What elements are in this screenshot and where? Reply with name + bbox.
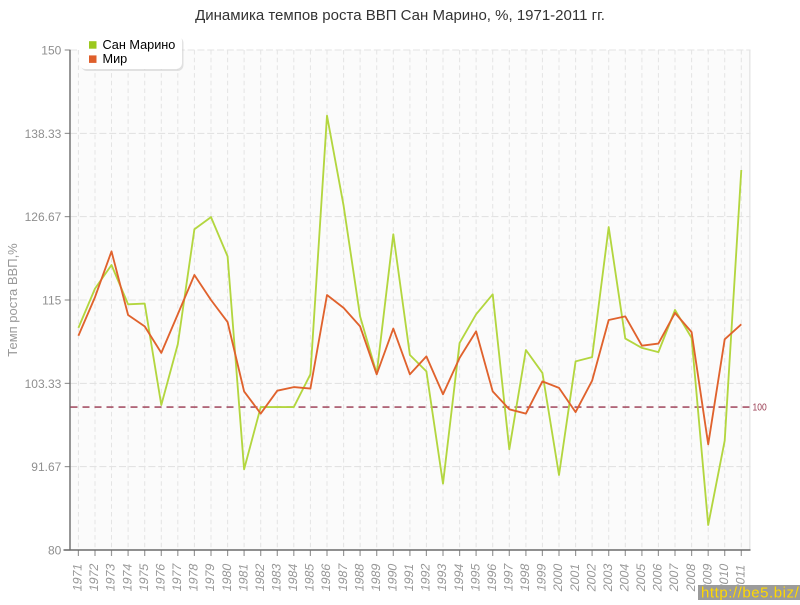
svg-text:1973: 1973: [104, 562, 118, 593]
svg-text:1994: 1994: [452, 562, 466, 593]
svg-text:2004: 2004: [618, 562, 632, 593]
svg-text:2002: 2002: [584, 562, 598, 593]
svg-text:100: 100: [753, 402, 767, 413]
svg-text:91.67: 91.67: [31, 460, 61, 474]
svg-text:1996: 1996: [485, 562, 499, 593]
svg-text:1990: 1990: [386, 562, 400, 593]
svg-text:2003: 2003: [601, 562, 615, 593]
svg-text:1999: 1999: [535, 562, 549, 593]
svg-text:1992: 1992: [419, 562, 433, 593]
svg-text:1981: 1981: [236, 562, 250, 593]
svg-text:Темп роста ВВП,%: Темп роста ВВП,%: [5, 243, 20, 357]
svg-text:1975: 1975: [137, 562, 151, 593]
svg-text:2001: 2001: [568, 562, 582, 593]
svg-text:103.33: 103.33: [25, 377, 62, 391]
svg-text:1986: 1986: [319, 562, 333, 593]
svg-text:1989: 1989: [369, 562, 383, 593]
svg-text:Сан Марино: Сан Марино: [103, 38, 176, 52]
svg-text:1983: 1983: [270, 562, 284, 593]
svg-text:1977: 1977: [170, 562, 184, 593]
svg-text:2007: 2007: [667, 562, 681, 593]
svg-text:115: 115: [42, 294, 61, 308]
svg-text:126.67: 126.67: [25, 210, 62, 224]
svg-text:1988: 1988: [352, 562, 366, 593]
svg-text:2006: 2006: [651, 562, 665, 593]
svg-text:138.33: 138.33: [25, 127, 62, 141]
svg-text:1971: 1971: [71, 562, 85, 593]
svg-text:1995: 1995: [468, 562, 482, 593]
svg-text:1976: 1976: [154, 562, 168, 593]
svg-text:1984: 1984: [286, 562, 300, 593]
svg-text:1985: 1985: [303, 562, 317, 593]
svg-text:http://be5.biz/: http://be5.biz/: [701, 585, 800, 601]
svg-text:1993: 1993: [435, 562, 449, 593]
svg-text:2005: 2005: [634, 562, 648, 593]
svg-text:1979: 1979: [203, 562, 217, 593]
svg-text:1972: 1972: [87, 562, 101, 593]
svg-text:1997: 1997: [502, 562, 516, 593]
svg-text:1991: 1991: [402, 562, 416, 593]
svg-text:1978: 1978: [187, 562, 201, 593]
svg-text:80: 80: [48, 544, 62, 558]
svg-text:Динамика темпов роста ВВП Сан: Динамика темпов роста ВВП Сан Марино, %,…: [195, 7, 605, 24]
svg-text:Мир: Мир: [103, 52, 128, 66]
svg-text:2000: 2000: [551, 562, 565, 593]
svg-text:1987: 1987: [336, 562, 350, 593]
svg-text:150: 150: [41, 44, 61, 58]
svg-text:1974: 1974: [120, 562, 134, 593]
svg-text:1982: 1982: [253, 562, 267, 593]
svg-text:1980: 1980: [220, 562, 234, 593]
svg-text:1998: 1998: [518, 562, 532, 593]
svg-text:2008: 2008: [684, 562, 698, 593]
